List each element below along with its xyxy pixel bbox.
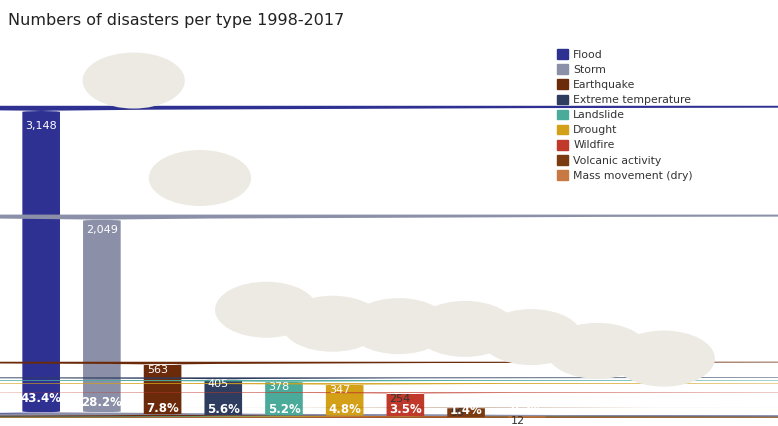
FancyBboxPatch shape	[0, 106, 778, 417]
FancyBboxPatch shape	[0, 380, 778, 417]
Text: 4.8%: 4.8%	[328, 403, 361, 416]
Text: 7.8%: 7.8%	[146, 402, 179, 415]
Text: 43.4%: 43.4%	[21, 392, 61, 405]
Text: 254: 254	[390, 394, 411, 403]
Text: 378: 378	[268, 382, 289, 392]
Text: 0.2%: 0.2%	[510, 404, 543, 417]
Text: 5.6%: 5.6%	[207, 403, 240, 416]
Text: 563: 563	[147, 365, 168, 374]
Text: 2,049: 2,049	[86, 225, 118, 235]
Text: 405: 405	[208, 380, 229, 389]
Legend: Flood, Storm, Earthquake, Extreme temperature, Landslide, Drought, Wildfire, Vol: Flood, Storm, Earthquake, Extreme temper…	[557, 49, 693, 181]
Text: 5.2%: 5.2%	[268, 403, 300, 416]
Text: 99: 99	[450, 408, 464, 418]
Text: 28.2%: 28.2%	[82, 396, 122, 409]
FancyBboxPatch shape	[0, 377, 778, 417]
Text: 1.4%: 1.4%	[450, 404, 482, 417]
Text: 12: 12	[511, 416, 525, 426]
FancyBboxPatch shape	[0, 362, 778, 417]
Text: 347: 347	[329, 385, 350, 395]
Text: 3.5%: 3.5%	[389, 403, 422, 417]
FancyBboxPatch shape	[502, 416, 552, 417]
FancyBboxPatch shape	[0, 215, 778, 417]
FancyBboxPatch shape	[124, 408, 778, 417]
FancyBboxPatch shape	[0, 392, 778, 417]
Text: 3,148: 3,148	[26, 121, 57, 131]
Text: Numbers of disasters per type 1998-2017: Numbers of disasters per type 1998-2017	[8, 13, 344, 28]
FancyBboxPatch shape	[0, 383, 778, 417]
